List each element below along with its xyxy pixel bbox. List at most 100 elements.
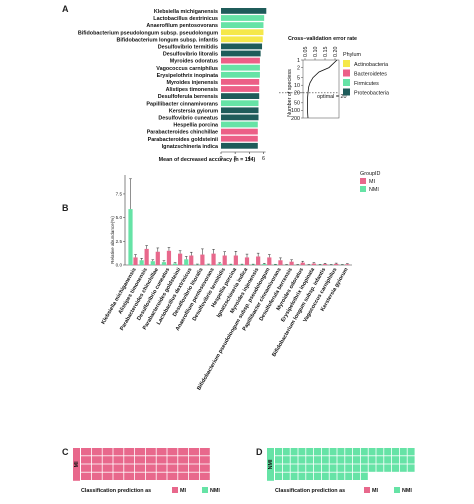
c-cell <box>199 448 210 456</box>
d-cell <box>345 448 353 456</box>
d-legend-swatch <box>394 487 400 493</box>
c-cell <box>178 464 189 472</box>
d-cell <box>353 456 360 464</box>
bar-a <box>221 107 259 114</box>
bar-a-label: Klebsiella michiganensis <box>154 9 218 15</box>
d-cell <box>321 456 329 464</box>
c-cell <box>135 464 145 472</box>
d-cell <box>353 448 360 456</box>
d-cell <box>399 456 407 464</box>
b-bar-mi <box>200 254 205 265</box>
axis-tick-label: 2 <box>234 156 237 162</box>
c-cell <box>135 456 145 464</box>
d-cell <box>368 448 376 456</box>
bar-a <box>221 57 260 64</box>
bar-a-label: Papillibacter cinnamivorans <box>146 101 218 107</box>
group-legend-label: NMI <box>369 187 379 193</box>
c-row-label: MI <box>74 461 80 467</box>
c-cell <box>189 464 199 472</box>
bar-a <box>221 100 259 107</box>
inset-ylabel: Number of speciess <box>287 69 293 117</box>
d-cell <box>329 472 337 480</box>
bar-a <box>221 93 260 99</box>
panel-d-waffle: NMI <box>267 448 415 481</box>
inset-xtick-label: 0.20 <box>333 47 339 58</box>
bar-a <box>221 71 260 78</box>
d-cell <box>360 448 368 456</box>
inset-frame <box>302 59 340 119</box>
d-cell <box>275 464 282 472</box>
d-cell <box>290 448 298 456</box>
b-bar-mi <box>133 257 138 265</box>
d-cell <box>282 464 290 472</box>
c-cell <box>135 448 145 456</box>
d-cell <box>376 456 384 464</box>
c-cell <box>91 448 102 456</box>
bar-a <box>221 86 260 92</box>
d-cell <box>314 456 321 464</box>
d-row-label-bg <box>267 448 274 481</box>
b-bar-mi <box>155 251 160 265</box>
d-legend-label: MI <box>372 488 378 494</box>
d-cell <box>329 448 337 456</box>
d-cell <box>392 456 399 464</box>
bar-a <box>221 43 263 50</box>
panel-d-caption: Classification prediction as <box>275 488 345 494</box>
d-cell <box>282 448 290 456</box>
c-cell <box>167 448 178 456</box>
bar-a-label: Erysipelothrix inopinata <box>157 73 219 79</box>
c-cell <box>178 472 189 480</box>
d-cell <box>399 464 407 472</box>
bar-a-label: Bifidobacterium longum subsp. infantis <box>116 37 218 43</box>
group-legend-swatch <box>360 178 366 184</box>
bar-a-label: Lactobacillus dextrinicus <box>153 16 218 22</box>
d-cell <box>275 472 282 480</box>
c-row-label-bg <box>73 448 80 481</box>
b-bar-nmi <box>262 264 267 265</box>
bar-a <box>221 142 258 149</box>
d-cell <box>329 464 337 472</box>
d-cell <box>407 448 415 456</box>
bar-a-label: Parabacteroides chinchillae <box>147 130 218 136</box>
bar-a <box>221 64 260 71</box>
d-cell <box>353 472 360 480</box>
c-cell <box>102 456 113 464</box>
c-cell <box>145 448 156 456</box>
b-bar-mi <box>144 248 149 265</box>
c-cell <box>156 472 167 480</box>
d-cell <box>314 472 321 480</box>
b-bar-mi <box>334 263 339 265</box>
d-cell <box>298 456 306 464</box>
bar-a-label: Myroides odoratus <box>170 59 218 65</box>
c-cell <box>102 472 113 480</box>
inset-line <box>307 59 338 119</box>
inset-ytick-label: 200 <box>291 116 300 122</box>
b-bar-nmi <box>139 260 144 265</box>
b-ytick-label: 2.5 <box>116 239 123 244</box>
panel-d-legend: MI NMI <box>364 487 412 494</box>
d-cell <box>290 456 298 464</box>
d-cell <box>321 448 329 456</box>
inset-xtick-label: 0.10 <box>313 47 319 58</box>
bar-a <box>221 79 260 85</box>
d-cell <box>314 448 321 456</box>
c-cell <box>124 448 135 456</box>
c-cell <box>167 456 178 464</box>
b-bar-mi <box>189 255 194 265</box>
b-bar-mi <box>300 262 305 265</box>
d-cell <box>298 464 306 472</box>
d-cell <box>345 464 353 472</box>
b-bar-nmi <box>128 209 133 265</box>
b-bar-nmi <box>150 261 155 265</box>
phylum-legend-label: Actinobacteria <box>354 62 388 68</box>
c-cell <box>113 464 124 472</box>
c-cell <box>189 472 199 480</box>
b-bar-mi <box>278 260 283 265</box>
d-cell <box>384 464 392 472</box>
d-cell <box>314 464 321 472</box>
bar-a <box>221 8 267 14</box>
c-cell <box>199 456 210 464</box>
d-cell <box>337 448 345 456</box>
